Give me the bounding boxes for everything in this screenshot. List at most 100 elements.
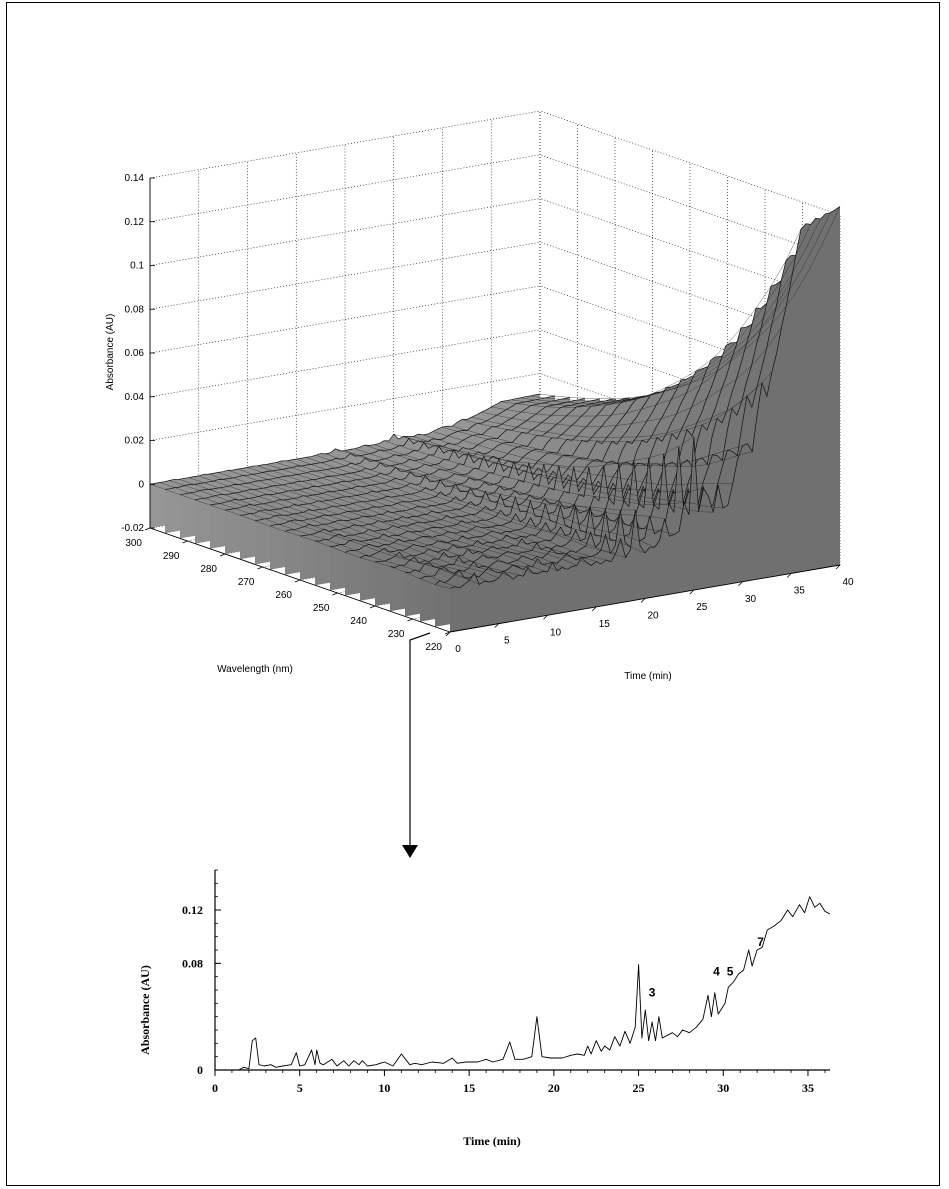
z-tick-label: 0.1 [130, 261, 144, 272]
wavelength-tick [257, 566, 263, 570]
chromatogram-x-tick-label: 25 [633, 1081, 645, 1095]
chromatogram-y-tick-label: 0 [197, 1063, 203, 1077]
wavelength-tick-label: 270 [238, 577, 255, 588]
side-wall-hgrid [539, 329, 841, 435]
surface-mesh-line [422, 434, 724, 509]
surface-mesh-line [169, 480, 470, 581]
surface-mesh-line [374, 444, 675, 535]
peak-label: 7 [757, 935, 764, 949]
chromatogram-y-tick-label: 0.08 [182, 956, 203, 970]
surface-mesh-line [520, 218, 821, 404]
chromatogram-x-tick-label: 10 [378, 1081, 390, 1095]
surface-mesh-line [539, 206, 841, 399]
surface-mesh-line [266, 464, 568, 570]
surface-mesh-line [413, 436, 714, 513]
surface-strip [450, 206, 840, 632]
time-tick [543, 614, 548, 620]
surface-mesh-line [393, 434, 694, 468]
surface-mesh-line [296, 458, 597, 562]
time-tick [640, 598, 646, 603]
wavelength-tick-label: 220 [425, 642, 442, 653]
side-wall-hgrid [539, 154, 841, 260]
wavelength-tick-label: 260 [275, 590, 292, 601]
peak-label: 5 [727, 964, 734, 978]
wavelength-tick-label: 230 [388, 629, 405, 640]
surface-mesh-line [471, 372, 772, 438]
side-wall-hgrid [539, 110, 841, 216]
wavelength-tick-label: 290 [163, 551, 180, 562]
surface-mesh-line [276, 462, 577, 566]
time-tick-label: 20 [647, 611, 659, 622]
wavelength-tick [444, 631, 451, 635]
surface-mesh-line [198, 475, 499, 579]
wavelength-tick [219, 553, 226, 557]
time-tick-label: 35 [794, 585, 806, 596]
surface-mesh-line [325, 453, 626, 558]
time-tick-label: 5 [504, 636, 510, 647]
chromatogram-x-tick-label: 20 [548, 1081, 560, 1095]
wavelength-tick [369, 605, 376, 609]
time-tick [835, 564, 841, 570]
peak-annotations: 3 4 5 7 [649, 935, 764, 1000]
side-wall-hgrid [539, 285, 841, 391]
back-wall-hgrid [149, 329, 541, 398]
z-tick-label: -0.02 [121, 523, 144, 534]
wavelength-tick [182, 540, 188, 544]
time-axis-label-3d: Time (min) [624, 671, 671, 682]
z-tick-label: 0.04 [125, 392, 145, 403]
surface-plot: -0.02 0 0.02 0.04 0.06 0.08 0.1 0.12 0.14 0 5 10 15 2… [105, 110, 854, 682]
surface-mesh-line [344, 450, 646, 554]
z-tick-label: 0.08 [125, 304, 145, 315]
surface-mesh-line [461, 382, 763, 442]
time-tick-label: 30 [745, 594, 757, 605]
chromatogram-x-tick-label: 0 [212, 1081, 218, 1095]
time-tick-label: 10 [550, 627, 562, 638]
surface-mesh-line [247, 467, 548, 573]
surface-mesh-line [179, 479, 480, 585]
surface-axes: -0.02 0 0.02 0.04 0.06 0.08 0.1 0.12 0.14 0 5 10 15 2… [121, 173, 854, 655]
surface-mesh [149, 206, 841, 632]
z-tick-label: 0.02 [125, 436, 145, 447]
surface-mesh-line [315, 455, 616, 554]
wavelength-tick [294, 579, 301, 583]
time-tick [591, 606, 597, 612]
time-tick-label: 25 [696, 602, 708, 613]
surface-mesh-line [530, 212, 831, 402]
time-tick [494, 623, 500, 628]
back-wall-hgrid [149, 110, 541, 179]
surface-mesh-line [218, 472, 519, 576]
surface-mesh-line [227, 470, 529, 568]
chromatogram-x-tick-label: 30 [717, 1081, 729, 1095]
wavelength-axis-label: Wavelength (nm) [217, 664, 293, 675]
time-tick [786, 573, 792, 578]
side-wall-hgrid [539, 241, 841, 347]
chromatogram-x-tick-label: 15 [463, 1081, 475, 1095]
surface-mesh-line [500, 228, 802, 408]
side-wall-hgrid [539, 373, 841, 478]
surface-mesh-line [442, 427, 743, 465]
peak-label: 3 [649, 986, 656, 1000]
surface-mesh-line [237, 468, 538, 574]
wavelength-tick-label: 250 [313, 603, 330, 614]
wavelength-tick-label: 280 [200, 564, 217, 575]
z-axis-label: Absorbance (AU) [105, 314, 116, 391]
surface-mesh-line [257, 465, 558, 571]
surface-mesh-line [481, 327, 782, 427]
wavelength-tick-label: 300 [125, 538, 142, 549]
surface-mesh-line [510, 224, 811, 406]
chromatogram-series [215, 896, 831, 1071]
chromatogram-x-tick-label: 35 [802, 1081, 814, 1095]
surface-mesh-line [208, 473, 509, 576]
surface-mesh-line [432, 431, 733, 485]
z-tick-label: 0.14 [125, 173, 145, 184]
surface-mesh-line [188, 477, 490, 583]
surface-mesh-line [491, 279, 792, 417]
chromatogram-x-tick-label: 5 [297, 1081, 303, 1095]
surface-mesh-line [452, 426, 753, 467]
z-tick-label: 0.12 [125, 217, 145, 228]
surface-mesh-line [354, 448, 655, 548]
wavelength-tick-label: 240 [350, 616, 367, 627]
